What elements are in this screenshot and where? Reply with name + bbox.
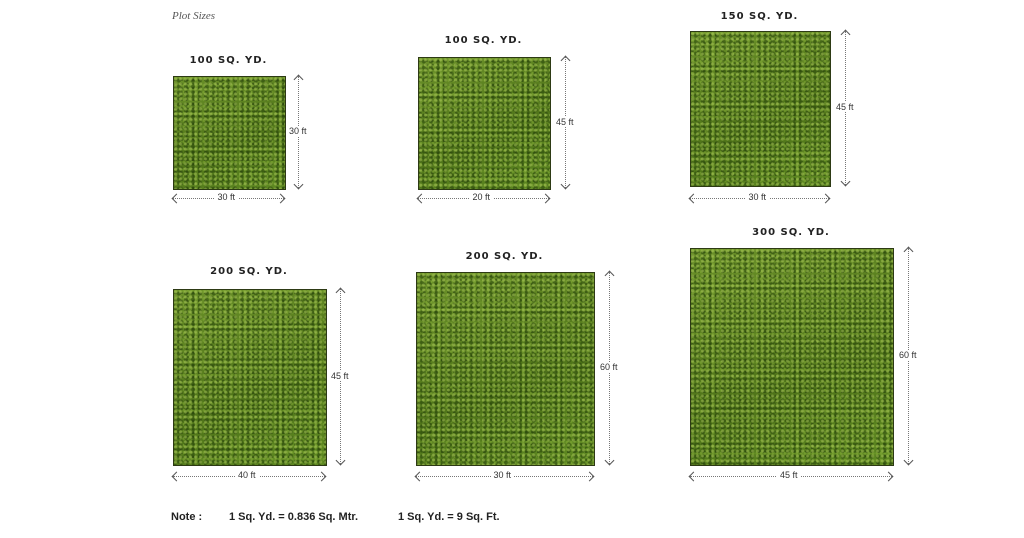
plot-area-label: 200 SQ. YD. <box>465 251 544 262</box>
grass-plot-image <box>173 76 286 190</box>
note-label: Note : <box>171 511 203 523</box>
width-dimension-label: 30 ft <box>745 192 770 202</box>
grass-plot-image <box>173 289 327 466</box>
plot-area-label: 150 SQ. YD. <box>720 11 799 22</box>
width-dimension-label: 40 ft <box>235 470 259 480</box>
height-dimension-label: 60 ft <box>896 350 920 360</box>
height-dimension-label: 45 ft <box>328 370 352 381</box>
note-conversion-feet: 1 Sq. Yd. = 9 Sq. Ft. <box>398 511 500 523</box>
height-dimension-label: 45 ft <box>553 116 577 127</box>
plot-area-label: 300 SQ. YD. <box>752 227 830 238</box>
height-dimension-label: 60 ft <box>597 362 621 372</box>
height-dimension-label: 30 ft <box>286 126 310 136</box>
height-dimension-label: 45 ft <box>833 102 857 112</box>
width-dimension-label: 20 ft <box>469 192 494 202</box>
diagram-title: Plot Sizes <box>172 10 216 22</box>
grass-plot-image <box>416 272 595 466</box>
grass-plot-image <box>690 31 831 187</box>
width-dimension-label: 30 ft <box>490 470 515 480</box>
plot-area-label: 100 SQ. YD. <box>189 55 268 66</box>
plot-area-label: 100 SQ. YD. <box>444 35 523 46</box>
plot-area-label: 200 SQ. YD. <box>210 266 288 277</box>
note-conversion-meters: 1 Sq. Yd. = 0.836 Sq. Mtr. <box>229 511 359 523</box>
width-dimension-label: 45 ft <box>777 470 801 480</box>
grass-plot-image <box>418 57 551 190</box>
grass-plot-image <box>690 248 894 466</box>
width-dimension-label: 30 ft <box>214 192 239 202</box>
